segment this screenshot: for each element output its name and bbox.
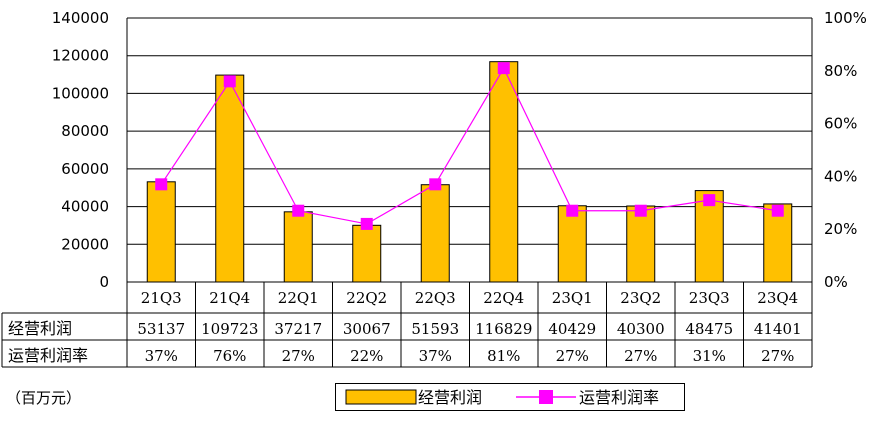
table-cell: 30067 (343, 320, 391, 338)
table-cell: 81% (487, 347, 520, 365)
margin-marker (771, 204, 784, 217)
table-row-label: 运营利润率 (8, 346, 88, 365)
legend-swatch-bar (345, 389, 417, 405)
y-right-tick-label: 80% (824, 62, 857, 80)
bar (283, 211, 313, 283)
y-left-tick-label: 60000 (61, 160, 109, 178)
table-cell: 40429 (548, 320, 596, 338)
legend-swatch-marker (539, 390, 553, 404)
x-tick-label: 21Q3 (141, 289, 182, 307)
margin-marker (634, 204, 647, 217)
legend-label-line: 运营利润率 (579, 388, 659, 407)
y-right-tick-label: 60% (824, 115, 857, 133)
x-tick-label: 23Q1 (552, 289, 593, 307)
table-cell: 27% (761, 347, 794, 365)
y-right-tick-label: 100% (824, 9, 867, 27)
bar (557, 205, 587, 283)
data-table: 21Q3 21Q4 22Q1 22Q2 22Q3 22Q4 23Q1 23Q2 23Q3 23Q4… (1, 282, 813, 368)
bar (352, 224, 382, 283)
y-left-tick-label: 20000 (61, 235, 109, 253)
margin-marker (703, 194, 716, 207)
table-cell: 40300 (617, 320, 665, 338)
bar (626, 205, 656, 283)
y-left-tick-label: 0 (99, 273, 109, 291)
table-cell: 76% (213, 347, 246, 365)
bar (489, 61, 519, 283)
bar (215, 74, 245, 283)
margin-marker (292, 204, 305, 217)
table-cell: 37% (419, 347, 452, 365)
y-right-tick-label: 40% (824, 167, 857, 185)
x-tick-label: 23Q3 (689, 289, 730, 307)
table-cell: 31% (693, 347, 726, 365)
table-cell: 22% (350, 347, 383, 365)
table-cell: 27% (624, 347, 657, 365)
table-cell: 109723 (201, 320, 258, 338)
table-cell: 53137 (137, 320, 185, 338)
table-row-label: 经营利润 (8, 319, 72, 338)
bar (420, 184, 450, 283)
y-left-tick-label: 80000 (61, 122, 109, 140)
table-cell: 116829 (475, 320, 532, 338)
bar-series-operating-profit (146, 61, 793, 283)
table-cell: 27% (282, 347, 315, 365)
y-right-tick-label: 0% (824, 273, 848, 291)
x-tick-label: 22Q4 (483, 289, 524, 307)
bar (146, 181, 176, 283)
table-cell: 41401 (754, 320, 802, 338)
table-cell: 37% (145, 347, 178, 365)
y-left-tick-label: 140000 (52, 9, 109, 27)
margin-marker (155, 178, 168, 191)
margin-line (160, 66, 778, 225)
margin-marker (497, 62, 510, 75)
y-right-tick-label: 20% (824, 220, 857, 238)
x-tick-label: 22Q2 (346, 289, 387, 307)
x-tick-label: 23Q2 (620, 289, 661, 307)
bar (763, 203, 793, 283)
margin-marker (223, 75, 236, 88)
y-axis-right: 0% 20% 40% 60% 80% 100% (824, 9, 867, 291)
x-tick-label: 23Q4 (757, 289, 798, 307)
legend: 经营利润 运营利润率 (335, 383, 685, 411)
table-cell: 48475 (685, 320, 733, 338)
margin-marker (429, 178, 442, 191)
table-cell: 37217 (274, 320, 322, 338)
table-cell: 27% (556, 347, 589, 365)
margin-marker (360, 217, 373, 230)
x-tick-label: 22Q3 (415, 289, 456, 307)
x-tick-label: 22Q1 (278, 289, 319, 307)
margin-marker (566, 204, 579, 217)
unit-note: （百万元） (6, 389, 82, 407)
y-left-tick-label: 100000 (52, 84, 109, 102)
table-cell: 51593 (411, 320, 459, 338)
legend-label-bar: 经营利润 (418, 388, 482, 407)
y-axis-left: 0 20000 40000 60000 80000 100000 120000 140000 (52, 9, 109, 291)
line-series-margin (155, 62, 784, 230)
x-tick-label: 21Q4 (209, 289, 250, 307)
y-left-tick-label: 40000 (61, 198, 109, 216)
y-left-tick-label: 120000 (52, 47, 109, 65)
